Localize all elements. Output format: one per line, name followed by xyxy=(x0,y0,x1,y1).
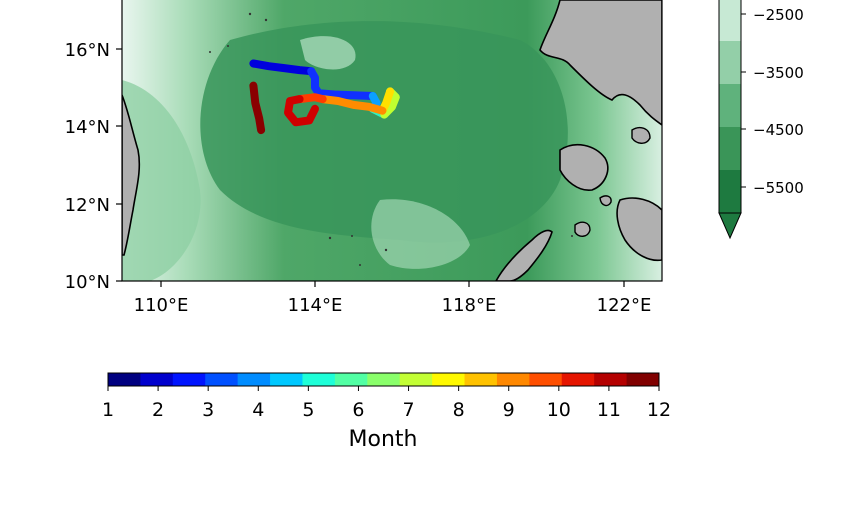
track-segment xyxy=(307,67,377,100)
month-colorbar-band xyxy=(399,373,433,386)
depth-colorbar-band xyxy=(719,127,741,171)
track-segment xyxy=(318,95,387,115)
month-colorbar-band xyxy=(496,373,530,386)
month-colorbar-band xyxy=(594,373,628,386)
drifter-track xyxy=(249,59,400,135)
month-colorbar-band xyxy=(270,373,303,386)
depth-tick-label: −4500 xyxy=(753,121,804,139)
month-colorbar-band xyxy=(172,373,206,386)
month-colorbar-title: Month xyxy=(349,427,418,452)
month-colorbar-band xyxy=(626,373,660,386)
month-colorbar-band xyxy=(140,373,174,386)
shallow-area-south xyxy=(371,199,470,269)
land-luzon xyxy=(539,0,662,126)
land-palawan xyxy=(495,229,553,281)
shallow-area-north xyxy=(300,36,356,70)
shallow-bank-west xyxy=(122,80,201,281)
month-tick-label: 1 xyxy=(102,399,114,421)
track-segment xyxy=(249,81,266,135)
month-tick-label: 9 xyxy=(503,399,515,421)
lat-tick-label: 16°N xyxy=(65,40,110,61)
lat-tick-label: 14°N xyxy=(65,117,110,138)
land-mindoro xyxy=(559,143,609,191)
land-islet-1 xyxy=(574,221,591,237)
month-tick-label: 5 xyxy=(302,399,314,421)
reef-dots xyxy=(209,12,573,266)
month-colorbar-band xyxy=(464,373,498,386)
land-vietnam xyxy=(122,94,141,256)
lon-axis: 110°E 114°E 118°E 122°E xyxy=(134,281,652,316)
depth-colorbar-extend-arrow xyxy=(718,212,742,240)
lat-axis: 16°N 14°N 12°N 10°N xyxy=(65,40,122,293)
lon-tick-label: 122°E xyxy=(597,295,652,316)
land-panay xyxy=(616,197,662,262)
depth-colorbar-frame xyxy=(718,0,742,214)
month-tick-label: 3 xyxy=(202,399,214,421)
track-segment xyxy=(295,93,327,104)
lon-tick-label: 114°E xyxy=(288,295,343,316)
lat-tick-label: 12°N xyxy=(65,195,110,216)
month-tick-label: 10 xyxy=(547,399,571,421)
map-frame xyxy=(121,0,663,282)
depth-colorbar-band xyxy=(719,0,741,42)
depth-tick-label: −3500 xyxy=(753,64,804,82)
land-islet-2 xyxy=(599,195,612,207)
month-colorbar: 1 2 3 4 5 6 7 8 9 10 11 12 Month xyxy=(102,372,671,452)
month-colorbar-band xyxy=(334,373,368,386)
depth-tick-label: −5500 xyxy=(753,179,804,197)
land-islet-3 xyxy=(631,126,651,144)
lon-tick-label: 118°E xyxy=(442,295,497,316)
month-tick-label: 7 xyxy=(402,399,414,421)
month-colorbar-band xyxy=(237,373,271,386)
month-colorbar-band xyxy=(205,373,239,386)
month-tick-label: 6 xyxy=(352,399,364,421)
month-colorbar-band xyxy=(561,373,595,386)
depth-tick-label: −2500 xyxy=(753,6,804,24)
month-colorbar-frame xyxy=(107,372,660,387)
deep-basin xyxy=(200,21,568,243)
depth-colorbar-band xyxy=(719,84,741,128)
month-tick-label: 12 xyxy=(647,399,671,421)
lat-tick-label: 10°N xyxy=(65,272,110,293)
depth-colorbar-band xyxy=(719,170,741,214)
month-colorbar-band xyxy=(108,373,141,386)
depth-colorbar: −2500 −3500 −4500 −5500 xyxy=(718,0,804,240)
month-colorbar-band xyxy=(529,373,563,386)
month-tick-label: 4 xyxy=(252,399,264,421)
track-segment xyxy=(284,95,319,127)
lon-tick-label: 110°E xyxy=(134,295,189,316)
month-tick-label: 8 xyxy=(453,399,465,421)
month-tick-label: 11 xyxy=(597,399,621,421)
depth-colorbar-band xyxy=(719,41,741,85)
month-colorbar-band xyxy=(432,373,466,386)
month-colorbar-band xyxy=(302,373,336,386)
month-tick-label: 2 xyxy=(152,399,164,421)
map-panel xyxy=(122,0,662,281)
month-colorbar-band xyxy=(367,373,401,386)
track-segment xyxy=(249,59,316,76)
